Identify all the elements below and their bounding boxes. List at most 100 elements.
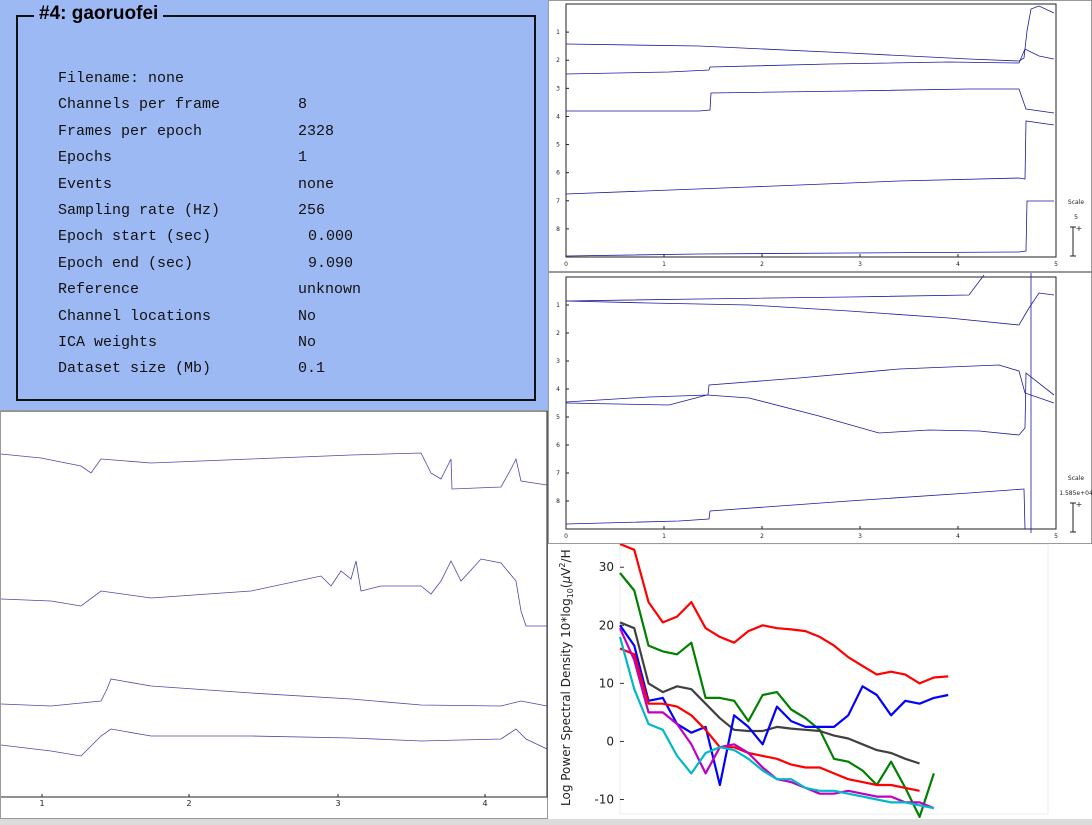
x-tick-label: 3 — [858, 261, 862, 268]
y-tick-label: 20 — [599, 618, 614, 632]
y-tick-label: 30 — [599, 560, 614, 574]
x-tick-label: 1 — [662, 261, 666, 268]
dataset-field-row: Sampling rate (Hz) 256 — [58, 202, 325, 219]
dataset-field-value: 256 — [298, 202, 326, 219]
eeg-trace — [565, 5, 1055, 62]
dataset-field-value: unknown — [298, 281, 362, 299]
eeg-trace — [566, 88, 1055, 114]
spectrum-chart: 30 20 10 0 -10 Log Power Spectral Density 10*… — [548, 542, 1092, 819]
eeg-scroll-bottom[interactable]: 1 2 3 4 — [0, 410, 548, 819]
dataset-field-value: 9.090 — [308, 254, 354, 272]
scale-value: 5 — [1074, 214, 1078, 221]
x-tick-label: 0 — [564, 261, 568, 268]
dataset-field-label: Channel locations — [58, 307, 212, 325]
dataset-info-panel: #4: gaoruofei Filename: none Channels per… — [0, 0, 548, 410]
dataset-field-row: Events none — [58, 175, 334, 193]
spectrum-series-7 — [618, 636, 935, 810]
x-tick-label: 2 — [186, 799, 191, 808]
x-tick-label: 1 — [662, 533, 666, 540]
x-tick-label: 5 — [1054, 261, 1058, 268]
channel-label: 6 — [556, 170, 560, 177]
channel-label: 3 — [556, 85, 560, 92]
x-tick-label: 0 — [564, 533, 568, 540]
x-tick-label: 3 — [858, 533, 862, 540]
dataset-field-row: Epochs 1 — [58, 149, 307, 167]
x-tick-label: 2 — [760, 261, 764, 268]
dataset-field-row: Reference unknown — [58, 281, 361, 299]
channel-label: 1 — [556, 29, 560, 36]
channel-label: 8 — [556, 226, 560, 233]
dataset-field-value: No — [298, 334, 317, 351]
x-tick-label: 4 — [956, 261, 960, 268]
x-tick-label: 3 — [335, 799, 340, 808]
scale-label: Scale — [1068, 199, 1084, 206]
eeg-trace — [565, 364, 1055, 404]
eeg-trace — [0, 558, 547, 627]
dataset-field-row: Dataset size (Mb) 0.1 — [58, 360, 325, 378]
scale-value: 1.585e+04 — [1059, 490, 1092, 497]
spectrum-series-2 — [619, 572, 935, 818]
spectrum-series-4 — [619, 624, 949, 787]
dataset-info-frame — [16, 15, 536, 401]
y-tick-label: 10 — [599, 676, 614, 690]
channel-label: 4 — [556, 113, 560, 120]
eeg-scroll-mid-svg: 1 2 3 4 5 6 7 8 0 1 2 3 4 5 Scale 1.585e+04 + — [556, 273, 1092, 540]
scale-plus: + — [1076, 500, 1083, 509]
x-tick-label: 4 — [956, 533, 960, 540]
x-tick-label: 4 — [482, 799, 487, 808]
channel-label: 6 — [556, 442, 560, 449]
channel-label: 2 — [556, 57, 560, 64]
eeg-trace — [565, 274, 985, 302]
eeg-trace — [565, 292, 1055, 326]
spectrum-chart-svg: 30 20 10 0 -10 Log Power Spectral Density 10*… — [558, 542, 1049, 818]
dataset-field-label: Dataset size (Mb) — [58, 360, 212, 378]
spectrum-series-3 — [619, 621, 920, 765]
dataset-field-value: 0.000 — [308, 228, 354, 246]
dataset-field-value: 2328 — [298, 122, 335, 140]
dataset-field-value: 8 — [298, 96, 308, 114]
dataset-field-label: Epochs — [58, 149, 113, 167]
dataset-field-label: Reference — [58, 281, 140, 299]
eeg-scroll-mid[interactable]: 1 2 3 4 5 6 7 8 0 1 2 3 4 5 Scale 1.585e+04 + — [548, 272, 1092, 544]
channel-label: 4 — [556, 386, 560, 393]
eeg-trace — [565, 372, 1055, 436]
plot-axes-box — [0, 410, 548, 798]
channel-label: 7 — [556, 198, 560, 205]
dataset-field-label: Epoch end (sec) — [58, 254, 194, 272]
spectrum-series-5 — [619, 647, 920, 792]
y-tick-label: 0 — [606, 734, 614, 748]
x-tick-label: 5 — [1054, 533, 1058, 540]
dataset-field-label: Frames per epoch — [58, 122, 203, 140]
eeg-trace — [0, 728, 548, 757]
dataset-field-row: Channels per frame 8 — [58, 96, 307, 113]
dataset-field-label: ICA weights — [58, 334, 158, 351]
channel-label: 8 — [556, 498, 560, 505]
dataset-field-row: Epoch end (sec) 9.090 — [58, 254, 353, 272]
x-tick-label: 2 — [760, 533, 764, 540]
spectrum-series-1 — [619, 542, 949, 685]
dataset-field-label: Epoch start (sec) — [58, 228, 212, 246]
scale-plus: + — [1076, 224, 1083, 233]
eeg-scroll-top[interactable]: 1 2 3 4 5 6 7 8 0 1 2 3 4 5 Scale 5 + — [548, 0, 1092, 272]
dataset-field-label: Sampling rate (Hz) — [58, 202, 221, 219]
eeg-scroll-bottom-svg: 1 2 3 4 — [0, 410, 548, 808]
dataset-title: #4: gaoruofei — [34, 3, 164, 25]
scale-label: Scale — [1068, 475, 1084, 482]
chart-axes-box — [619, 543, 1049, 815]
plot-axes-box — [565, 276, 1057, 530]
dataset-field-label: Events — [58, 175, 113, 193]
y-tick-label: -10 — [594, 792, 614, 806]
eeg-trace — [565, 200, 1054, 257]
eeg-scroll-top-svg: 1 2 3 4 5 6 7 8 0 1 2 3 4 5 Scale 5 + — [556, 3, 1084, 268]
dataset-field-row: Channel locations No — [58, 307, 316, 325]
eeg-trace — [0, 452, 548, 490]
channel-label: 3 — [556, 358, 560, 365]
dataset-field-value: none — [298, 175, 335, 193]
eeg-trace — [565, 120, 1055, 195]
dataset-field-row: Epoch start (sec) 0.000 — [58, 228, 353, 246]
x-tick-label: 1 — [39, 799, 44, 808]
plot-axes-box — [565, 3, 1057, 258]
dataset-field-row: Filename: none — [58, 70, 184, 87]
eeg-trace — [0, 678, 548, 707]
dataset-field-row: ICA weights No — [58, 334, 316, 351]
